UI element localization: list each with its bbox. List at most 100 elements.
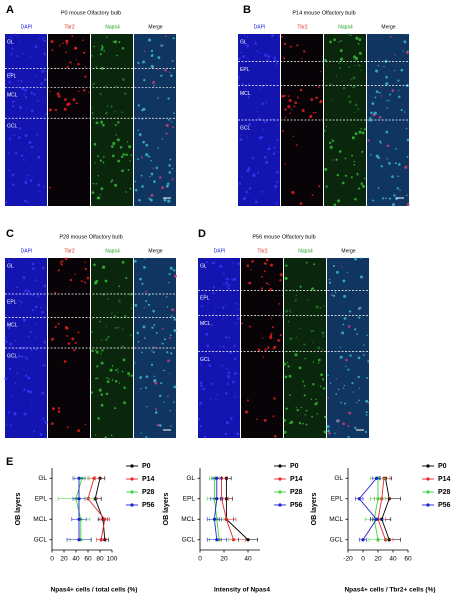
cell [391,203,396,207]
cell [51,337,54,341]
cell [127,372,131,375]
cell [19,39,21,41]
cell [245,44,250,48]
cell [74,273,76,275]
cell [405,33,408,35]
cell [169,334,172,337]
cell [125,153,128,156]
image-tile [91,34,133,206]
cell [385,197,387,200]
cell [358,399,360,402]
cell [212,313,215,315]
cell [276,171,279,174]
cell [294,353,298,357]
data-point [376,538,380,542]
cell [41,101,44,103]
cell [31,267,35,270]
cell [264,262,267,265]
cell [20,301,23,304]
cell [288,374,292,378]
cell [157,68,159,71]
cell [102,161,105,164]
cell [116,311,119,313]
image-tile [198,258,240,438]
cell [358,38,362,42]
cell [233,344,236,348]
cell [218,288,220,290]
cell [358,51,362,55]
cell [263,270,266,273]
cell [323,129,326,132]
cell [104,436,107,439]
cell [145,300,148,303]
cell [352,76,356,80]
cell [163,198,167,202]
cell [288,422,291,425]
cell [61,260,64,263]
data-point [103,517,107,521]
cell [23,158,26,161]
cell [95,350,99,354]
cell [71,337,75,341]
cell [171,315,173,317]
cell [303,394,306,397]
cell [11,395,13,397]
cell [212,261,216,265]
cell [307,298,309,301]
cell [26,289,30,293]
cell [24,181,28,185]
cell [170,425,172,427]
cell [226,374,231,379]
cell [153,180,156,184]
cell [44,364,47,366]
data-point [357,497,361,501]
cell [354,257,358,261]
cell [54,108,58,112]
cell [30,91,33,95]
cell [91,349,94,353]
cell [237,308,240,310]
cell [27,376,31,380]
cell [59,45,61,47]
legend-marker [426,503,430,507]
cell [288,98,292,103]
cell [77,331,80,334]
cell [134,188,138,192]
cell [215,398,217,400]
cell [262,356,265,358]
cell [118,382,121,384]
image-tile [48,34,90,206]
cell [347,83,350,86]
cell [369,154,372,156]
series-line [94,478,106,540]
cell [342,422,346,426]
cell [257,348,261,352]
cell [354,64,356,67]
cell [137,158,139,161]
legend-label: P56 [438,502,451,509]
cell [17,35,19,38]
cell [41,391,45,395]
cell [124,92,127,95]
cell [297,96,299,99]
cell [43,39,46,42]
cell [295,294,298,297]
cell [112,154,115,158]
cell [406,155,409,158]
cell [158,394,162,397]
cell [101,123,105,127]
cell [346,271,349,273]
cell [353,163,356,166]
cell [238,78,240,81]
series-line [381,478,390,540]
cell [84,65,87,68]
cell [238,57,241,61]
cell [57,410,61,413]
cell [319,385,322,388]
cell [323,430,327,434]
cell [337,419,341,423]
channel-header: Naps4 [105,248,120,254]
cell [72,98,76,102]
cell [100,361,104,365]
